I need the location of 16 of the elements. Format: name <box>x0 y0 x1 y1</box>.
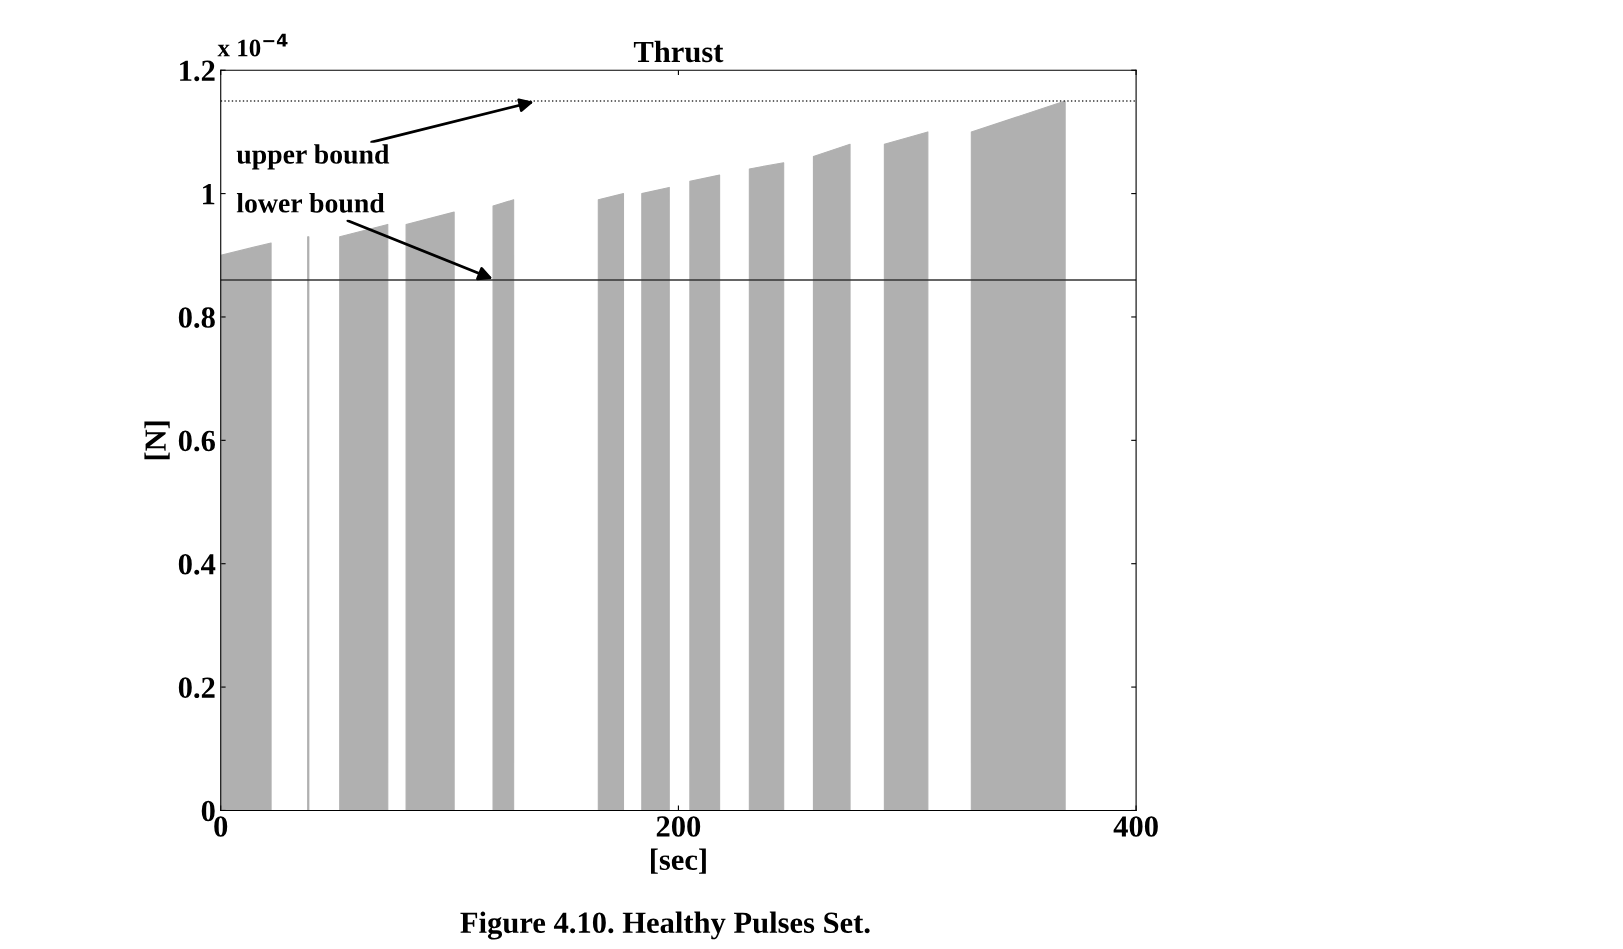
y-tick-label: 0.2 <box>178 677 215 699</box>
chart-title: Thrust <box>633 40 724 63</box>
y-tick-label: 0.4 <box>178 553 216 575</box>
y-axis-title: [N] <box>144 421 170 460</box>
ref-line-label: upper bound <box>236 144 390 170</box>
ref-line-label: lower bound <box>236 193 385 213</box>
y-tick-label: 0.8 <box>178 307 215 328</box>
caption: Figure 4.10. Healthy Pulses Set. <box>460 911 870 940</box>
x-tick-label: 400 <box>1113 816 1158 837</box>
y-tick-label: 0 <box>201 800 215 822</box>
y-tick-label: 1.2 <box>180 60 215 82</box>
x-axis-title: [sec] <box>651 848 706 874</box>
text: x 10$^{−4}$ <box>217 33 288 57</box>
y-tick-label: 1 <box>203 184 215 205</box>
y-tick-label: 0.6 <box>178 430 215 452</box>
x-tick-label: 200 <box>656 816 701 837</box>
